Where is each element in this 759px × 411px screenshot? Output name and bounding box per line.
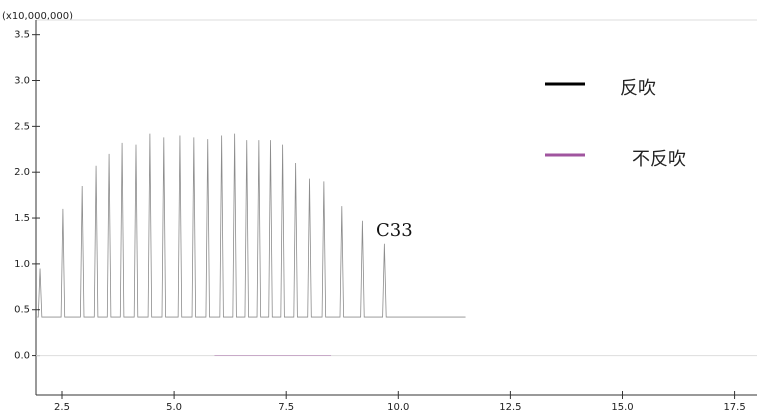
y-tick-label: 2.5 (14, 121, 30, 132)
x-tick-label: 7.5 (278, 402, 294, 411)
y-tick-label: 0.0 (14, 351, 30, 362)
trace (37, 133, 466, 318)
y-tick-label: 2.0 (14, 167, 30, 178)
y-tick-label: 1.0 (14, 259, 30, 270)
legend-label: 不反吹 (632, 149, 686, 170)
x-tick-label: 5.0 (166, 402, 182, 411)
annotation: C33 (376, 220, 413, 241)
y-tick-label: 3.5 (14, 30, 30, 41)
x-tick-label: 2.5 (54, 402, 70, 411)
legend-label: 反吹 (620, 78, 656, 99)
axis-multiplier: (x10,000,000) (2, 11, 73, 22)
x-tick-label: 12.5 (499, 402, 521, 411)
x-tick-label: 10.0 (387, 402, 409, 411)
x-tick-label: 17.5 (723, 402, 745, 411)
y-tick-label: 0.5 (14, 305, 30, 316)
y-tick-label: 3.0 (14, 76, 30, 87)
y-tick-label: 1.5 (14, 213, 30, 224)
x-tick-label: 15.0 (611, 402, 633, 411)
